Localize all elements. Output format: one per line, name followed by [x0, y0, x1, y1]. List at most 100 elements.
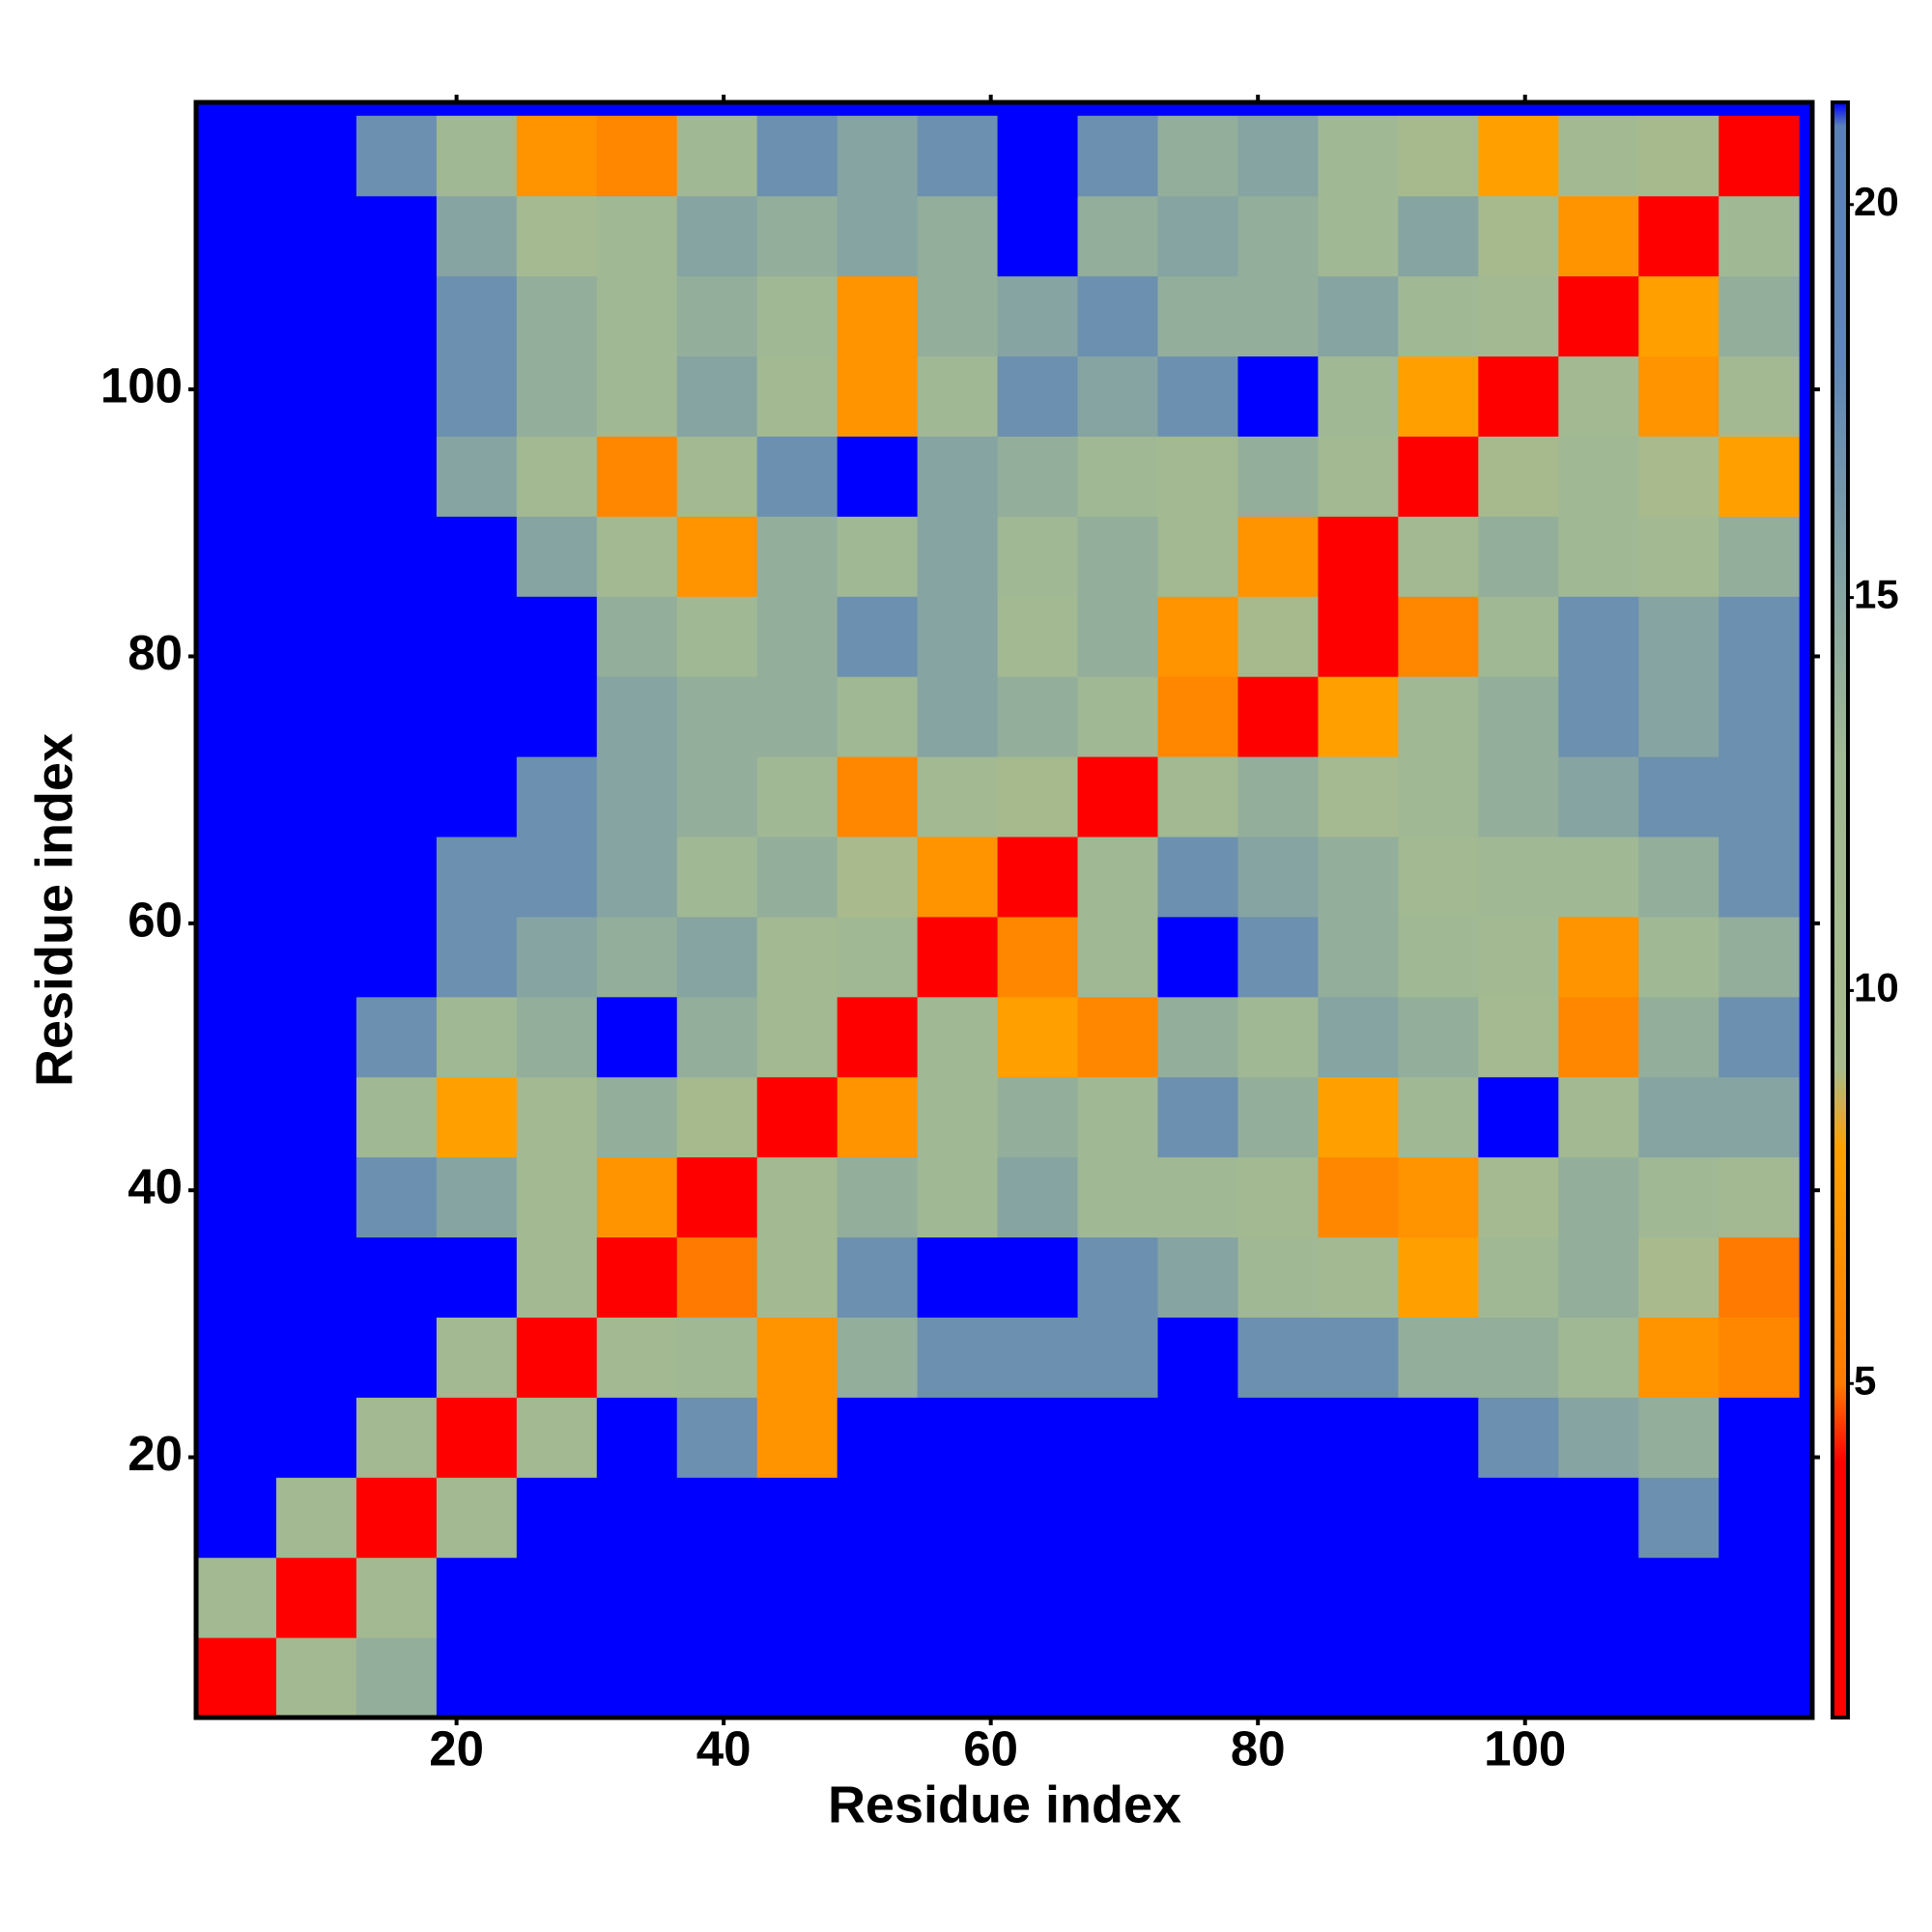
heatmap-cell [1077, 1637, 1159, 1719]
heatmap-cell [1638, 115, 1719, 197]
heatmap-cell [1077, 676, 1159, 757]
heatmap-cell [596, 1076, 678, 1158]
heatmap-cell [1318, 1317, 1399, 1398]
heatmap-cell [917, 355, 999, 437]
heatmap-cell [1077, 1236, 1159, 1318]
heatmap-cell [837, 1477, 919, 1558]
heatmap-cell [596, 516, 678, 597]
heatmap-cell [596, 676, 678, 757]
heatmap-cell [275, 1076, 357, 1158]
heatmap-cell [837, 1397, 919, 1478]
heatmap-cell [1318, 1236, 1399, 1318]
heatmap-cell [1638, 1236, 1719, 1318]
heatmap-cell [275, 676, 357, 757]
heatmap-cell [275, 1637, 357, 1719]
heatmap-cell [275, 1317, 357, 1398]
heatmap-cell [837, 355, 919, 437]
heatmap-cell [596, 436, 678, 517]
heatmap-cell [1638, 596, 1719, 677]
heatmap-cell [1318, 756, 1399, 838]
heatmap-cell [837, 996, 919, 1078]
heatmap-cell [196, 1156, 277, 1238]
heatmap-cell [917, 1477, 999, 1558]
heatmap-cell [676, 355, 758, 437]
heatmap-cell [756, 837, 838, 918]
heatmap-cell [1558, 837, 1639, 918]
heatmap-cell [1719, 115, 1800, 197]
heatmap-cell [1398, 516, 1479, 597]
heatmap-cell [756, 1236, 838, 1318]
heatmap-cell [756, 676, 838, 757]
colorbar-tick-label: 5 [1854, 1357, 1876, 1403]
heatmap-cell [1719, 596, 1800, 677]
heatmap-cell [436, 436, 518, 517]
heatmap-cell [837, 275, 919, 357]
heatmap-cell [516, 1236, 598, 1318]
heatmap-cell [837, 1317, 919, 1398]
heatmap-cell [516, 1156, 598, 1238]
heatmap-cell [355, 195, 438, 277]
heatmap-cell [997, 516, 1079, 597]
heatmap-cell [1638, 1317, 1719, 1398]
heatmap-cell [1157, 1477, 1238, 1558]
heatmap-cell [1558, 996, 1639, 1078]
heatmap-cell [676, 195, 758, 277]
heatmap-cell [1478, 1076, 1559, 1158]
heatmap-cell [756, 115, 838, 197]
x-tick-label: 20 [429, 1720, 484, 1776]
heatmap-cell [355, 516, 438, 597]
heatmap-cell [436, 756, 518, 838]
heatmap-cell [1478, 1236, 1559, 1318]
heatmap-cell [1237, 916, 1319, 998]
heatmap-cell [1398, 676, 1479, 757]
heatmap-cell [1719, 1236, 1800, 1318]
heatmap-cell [1318, 837, 1399, 918]
heatmap-cell [1077, 115, 1159, 197]
heatmap-cell [1478, 195, 1559, 277]
heatmap-cell [275, 1156, 357, 1238]
heatmap-cell [917, 916, 999, 998]
heatmap-cell [1077, 1317, 1159, 1398]
heatmap-cell [275, 996, 357, 1078]
heatmap-cell [917, 756, 999, 838]
heatmap-cell [1478, 1637, 1559, 1719]
heatmap-cell [917, 516, 999, 597]
heatmap-cell [275, 1477, 357, 1558]
heatmap-cell [997, 115, 1079, 197]
heatmap-cell [436, 275, 518, 357]
heatmap-cell [355, 436, 438, 517]
heatmap-cell [596, 1236, 678, 1318]
heatmap-cell [196, 1637, 277, 1719]
heatmap-cell [837, 195, 919, 277]
heatmap-cell [1719, 996, 1800, 1078]
heatmap-cell [516, 1397, 598, 1478]
heatmap-cell [196, 1557, 277, 1638]
heatmap-cell [837, 516, 919, 597]
heatmap-cell [1157, 837, 1238, 918]
heatmap-cell [676, 837, 758, 918]
heatmap-cell [196, 1477, 277, 1558]
heatmap-cell [676, 1076, 758, 1158]
plot-frame [193, 99, 1815, 1720]
heatmap-cell [997, 1397, 1079, 1478]
heatmap-cell [1237, 1156, 1319, 1238]
heatmap-cell [1638, 996, 1719, 1078]
y-tick-label: 40 [128, 1159, 183, 1214]
heatmap-cell [756, 275, 838, 357]
heatmap-cell [676, 436, 758, 517]
heatmap-cell [1719, 1156, 1800, 1238]
heatmap-cell [516, 1076, 598, 1158]
heatmap-cell [355, 1557, 438, 1638]
heatmap-cell [917, 1236, 999, 1318]
heatmap-cell [1398, 596, 1479, 677]
heatmap-cell [436, 1236, 518, 1318]
heatmap-cell [1478, 516, 1559, 597]
heatmap-cell [1237, 837, 1319, 918]
heatmap-cell [196, 996, 277, 1078]
heatmap-cell [596, 115, 678, 197]
heatmap-cell [1638, 1637, 1719, 1719]
heatmap-cell [917, 436, 999, 517]
heatmap-cell [756, 516, 838, 597]
heatmap-cell [1237, 1317, 1319, 1398]
